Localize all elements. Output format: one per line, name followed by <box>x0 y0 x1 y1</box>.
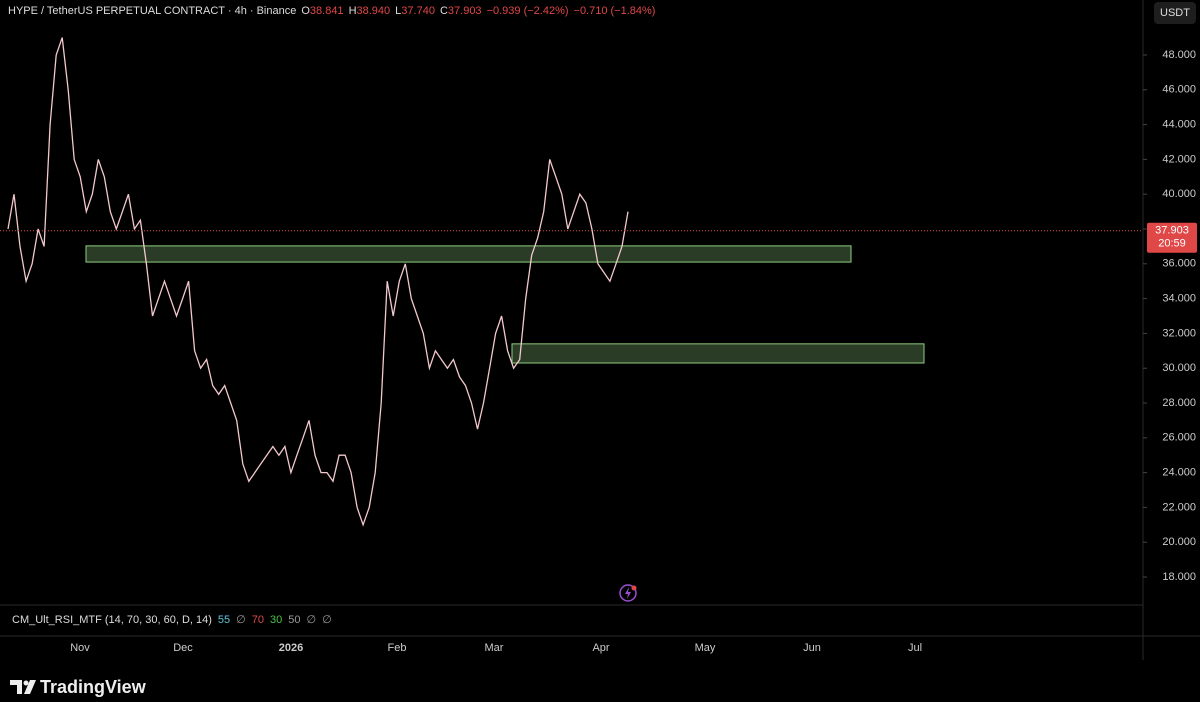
y-tick-label: 30.000 <box>1162 362 1196 374</box>
x-tick-label: Jul <box>908 642 922 654</box>
header-part: −0.710 (−1.84%) <box>574 5 656 17</box>
y-tick-label: 40.000 <box>1162 188 1196 200</box>
x-tick-label: Mar <box>485 642 504 654</box>
logo-dot <box>23 680 29 686</box>
header-part: C <box>440 5 448 17</box>
alert-dot <box>631 585 637 591</box>
x-tick-label: Dec <box>173 642 193 654</box>
header: HYPE / TetherUS PERPETUAL CONTRACT · 4h … <box>8 5 655 17</box>
x-tick-label: Apr <box>592 642 609 654</box>
y-tick-label: 42.000 <box>1162 153 1196 165</box>
x-tick-label: Jun <box>803 642 821 654</box>
alert-icon[interactable] <box>619 584 637 602</box>
price-badge <box>1147 222 1197 253</box>
y-tick-label: 34.000 <box>1162 293 1196 305</box>
indicator-value: 50 <box>288 614 300 626</box>
indicator-value: ∅ <box>322 614 332 626</box>
indicator-legend: CM_Ult_RSI_MTF (14, 70, 30, 60, D, 14) 55… <box>12 614 332 626</box>
y-tick-label: 36.000 <box>1162 258 1196 270</box>
zone <box>511 343 925 364</box>
header-part: 38.940 <box>357 5 391 17</box>
header-part: 37.903 <box>448 5 482 17</box>
brand: TradingView <box>40 677 147 697</box>
y-tick-label: 24.000 <box>1162 467 1196 479</box>
alert-circle <box>619 584 637 602</box>
currency-button[interactable] <box>1154 2 1196 24</box>
header-part: 38.841 <box>310 5 344 17</box>
y-tick-label: 18.000 <box>1162 571 1196 583</box>
y-tick-label: 32.000 <box>1162 327 1196 339</box>
indicator-name: CM_Ult_RSI_MTF (14, 70, 30, 60, D, 14) <box>12 614 212 626</box>
x-tick-label: Feb <box>388 642 407 654</box>
y-tick-label: 26.000 <box>1162 432 1196 444</box>
price-line <box>7 37 629 527</box>
logo-mark <box>10 680 36 694</box>
currency-label: USDT <box>1160 7 1190 19</box>
countdown-label: 20:59 <box>1158 238 1186 250</box>
y-tick-label: 48.000 <box>1162 49 1196 61</box>
y-tick-label: 28.000 <box>1162 397 1196 409</box>
y-tick-label: 20.000 <box>1162 536 1196 548</box>
header-part: −0.939 (−2.42%) <box>487 5 569 17</box>
x-tick-label: Nov <box>70 642 90 654</box>
header-part: HYPE / TetherUS PERPETUAL CONTRACT · 4h … <box>8 5 296 17</box>
indicator-value: ∅ <box>307 614 317 626</box>
alert-bolt <box>625 587 631 599</box>
logo <box>10 680 36 694</box>
price-badge-label: 37.903 <box>1155 225 1189 237</box>
indicator-value: ∅ <box>236 614 246 626</box>
y-tick-label: 46.000 <box>1162 84 1196 96</box>
x-tick-label: May <box>695 642 716 654</box>
indicator-value: 55 <box>218 614 230 626</box>
y-tick-label: 44.000 <box>1162 118 1196 130</box>
zone <box>85 245 852 263</box>
header-part: H <box>349 5 357 17</box>
x-tick-label: 2026 <box>279 642 303 654</box>
indicator-value: 30 <box>270 614 282 626</box>
header-part: 37.740 <box>401 5 435 17</box>
header-part: O <box>301 5 310 17</box>
y-tick-label: 22.000 <box>1162 501 1196 513</box>
indicator-value: 70 <box>252 614 264 626</box>
header-part: L <box>395 5 401 17</box>
